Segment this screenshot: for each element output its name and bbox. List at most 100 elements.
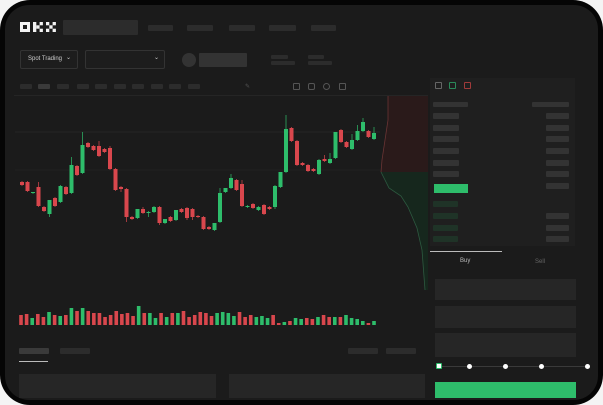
timeframe-option[interactable]: [188, 84, 200, 89]
pair-name: [199, 53, 247, 67]
amount-input[interactable]: [435, 306, 576, 328]
ask-price: [433, 113, 459, 119]
bid-price: [433, 213, 458, 219]
volume-bar: [293, 318, 298, 325]
volume-bar: [254, 317, 259, 325]
slider-mark-100[interactable]: [585, 364, 590, 369]
percent-slider-track[interactable]: [439, 366, 588, 367]
volume-bar: [136, 306, 141, 325]
volume-bar: [80, 308, 85, 325]
orderbook-both-icon[interactable]: [435, 82, 442, 89]
candle: [333, 132, 338, 158]
candle: [141, 209, 145, 213]
stat-value: [308, 61, 332, 65]
candle: [234, 180, 239, 190]
timeframe-option[interactable]: [151, 84, 163, 89]
slider-mark-75[interactable]: [539, 364, 544, 369]
tab-order-history[interactable]: [60, 348, 90, 354]
ask-price: [433, 148, 459, 154]
ask-price: [433, 125, 459, 131]
timeframe-option[interactable]: [57, 84, 69, 89]
draw-icon[interactable]: ✎: [245, 84, 251, 90]
volume-bar: [355, 319, 359, 325]
volume-bar: [260, 316, 264, 325]
candle: [229, 178, 233, 188]
ask-price: [433, 171, 459, 177]
candle: [69, 165, 74, 193]
candle: [212, 223, 217, 230]
ask-price: [433, 136, 459, 142]
volume-bar: [92, 313, 96, 325]
search-bar[interactable]: [63, 20, 138, 35]
tab-sell[interactable]: Sell: [535, 259, 546, 265]
volume-bar: [204, 313, 208, 325]
slider-handle[interactable]: [436, 363, 442, 369]
pair-selector[interactable]: ⌄: [85, 50, 165, 69]
depth-asks-area: [381, 96, 428, 172]
slider-mark-50[interactable]: [503, 364, 508, 369]
candle: [190, 209, 195, 217]
timeframe-option[interactable]: [169, 84, 181, 89]
depth-bids-line: [380, 171, 426, 291]
volume-bar: [332, 317, 337, 325]
timeframe-option[interactable]: [38, 84, 50, 89]
volume-bar: [131, 316, 135, 325]
candle: [124, 189, 129, 217]
candle: [152, 207, 156, 212]
volume-bar: [75, 311, 79, 325]
price-input[interactable]: [435, 279, 576, 300]
slider-mark-25[interactable]: [467, 364, 472, 369]
timeframe-option[interactable]: [20, 84, 32, 89]
orderbook-bids-icon[interactable]: [449, 82, 456, 89]
volume-bar: [114, 311, 119, 325]
settings-icon[interactable]: [323, 83, 330, 90]
volume-bar: [181, 311, 186, 325]
candle: [218, 193, 222, 222]
candle: [284, 129, 288, 172]
bid-amount: [546, 225, 569, 231]
buy-button[interactable]: [435, 382, 576, 398]
orders-panel: [19, 374, 216, 398]
candle: [102, 149, 107, 152]
timeframe-option[interactable]: [77, 84, 89, 89]
nav-item[interactable]: [229, 25, 255, 31]
nav-item[interactable]: [148, 25, 173, 31]
volume-bar: [97, 313, 102, 325]
candle: [113, 169, 118, 190]
nav-item[interactable]: [311, 25, 336, 31]
candle: [361, 122, 365, 131]
tab-open-orders[interactable]: [19, 348, 49, 354]
total-input[interactable]: [435, 333, 576, 357]
ruler-icon[interactable]: [293, 83, 300, 90]
volume-bar: [288, 321, 292, 325]
candle: [163, 219, 167, 223]
nav-item[interactable]: [187, 25, 213, 31]
orderbook-asks-icon[interactable]: [464, 82, 471, 89]
depth-bids-area: [381, 172, 428, 290]
candle: [344, 142, 349, 147]
volume-bar: [148, 313, 152, 325]
candle: [196, 216, 200, 217]
candle: [157, 207, 162, 223]
volume-bar: [304, 318, 309, 325]
volume-bar: [372, 321, 376, 325]
volume-bar: [360, 321, 365, 325]
ask-price: [433, 160, 459, 166]
candle: [53, 198, 57, 206]
volume-bar: [232, 316, 236, 325]
bottom-action[interactable]: [348, 348, 378, 354]
timeframe-option[interactable]: [95, 84, 107, 89]
candle: [328, 159, 332, 163]
market-selector[interactable]: Spot Trading ⌄: [20, 50, 78, 69]
camera-icon[interactable]: [308, 83, 315, 90]
candle: [311, 169, 316, 171]
timeframe-option[interactable]: [132, 84, 144, 89]
fullscreen-icon[interactable]: [339, 83, 346, 90]
timeframe-option[interactable]: [114, 84, 126, 89]
bottom-action[interactable]: [386, 348, 416, 354]
volume-bar: [209, 316, 214, 325]
candle: [20, 182, 24, 185]
nav-item[interactable]: [269, 25, 296, 31]
tab-buy[interactable]: Buy: [460, 258, 471, 264]
